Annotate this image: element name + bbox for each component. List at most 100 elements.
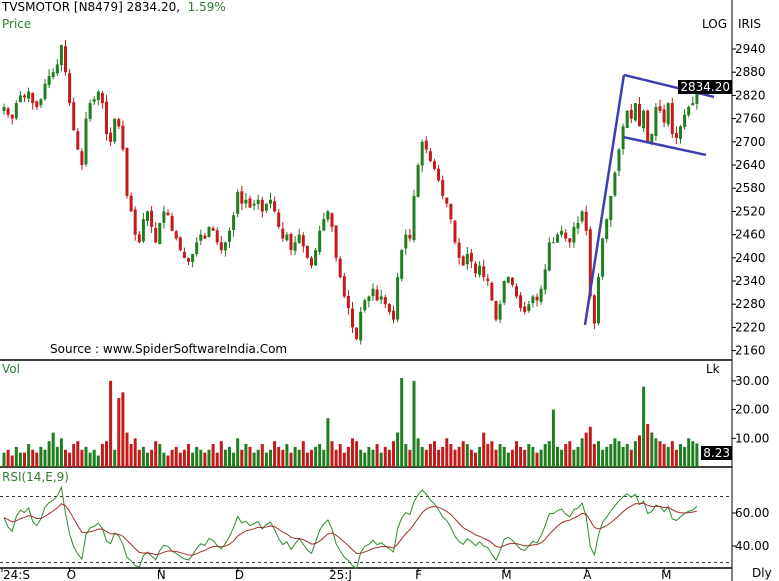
candle-body [285, 234, 289, 241]
candle-body [474, 263, 477, 274]
candle-body [137, 234, 141, 243]
volume-bar [18, 452, 22, 467]
volume-bar [51, 432, 55, 467]
candle-body [96, 91, 100, 101]
price-tick-label: 2160 [735, 344, 766, 358]
volume-bar [543, 444, 547, 467]
volume-bar [244, 444, 248, 467]
candle-body [6, 108, 10, 115]
candle-body [523, 306, 527, 312]
candle-body [498, 304, 502, 320]
x-tick-label: O [67, 568, 76, 581]
candle-body [2, 107, 6, 111]
log-toggle[interactable]: LOG [702, 17, 728, 31]
candle-body [88, 103, 92, 119]
candle-body [633, 103, 637, 121]
volume-bar [506, 452, 510, 467]
x-tick-label: F [415, 568, 422, 581]
candle-body [146, 211, 149, 221]
volume-bar [346, 446, 350, 467]
candle-body [551, 242, 555, 244]
volume-bar [597, 441, 600, 467]
price-tick-label: 2340 [735, 274, 766, 288]
volume-bar [670, 441, 674, 467]
volume-bar [88, 452, 92, 467]
candle-body [424, 140, 428, 150]
volume-bar [6, 449, 10, 467]
rsi-tick-label: 40.00 [735, 539, 769, 553]
candle-body [84, 118, 88, 165]
candle-body [322, 219, 326, 231]
volume-bar [650, 432, 654, 467]
x-tick-label: N [157, 568, 166, 581]
candle-body [543, 269, 547, 290]
volume-bar [601, 449, 605, 467]
candle-body [580, 211, 584, 222]
volume-bar [363, 452, 367, 467]
candle-body [396, 277, 400, 320]
candle-body [646, 110, 650, 142]
volume-bar [125, 432, 129, 467]
volume-bar [674, 449, 678, 467]
volume-bar [174, 446, 178, 467]
volume-bar [141, 446, 145, 467]
volume-bar [23, 452, 26, 467]
candle-body [223, 242, 227, 251]
candle-body [187, 258, 190, 262]
candle-body [564, 232, 568, 239]
candle-body [351, 308, 354, 328]
candle-body [252, 203, 256, 206]
volume-bar [465, 444, 469, 467]
candle-body [35, 101, 39, 107]
volume-bar [420, 446, 424, 467]
price-tick-label: 2940 [735, 42, 766, 56]
volume-bar [80, 449, 84, 467]
volume-bar [47, 441, 51, 467]
candle-body [133, 209, 137, 235]
volume-bar [400, 378, 404, 467]
candle-body [326, 211, 330, 220]
candle-body [592, 295, 596, 324]
candle-body [195, 242, 199, 255]
candle-body [141, 219, 145, 242]
volume-bar [359, 449, 363, 467]
volume-bar [695, 443, 699, 467]
candle-body [560, 230, 564, 235]
candle-body [207, 226, 211, 237]
rsi-panel-label: RSI(14,E,9) [2, 470, 69, 484]
candle-body [506, 277, 510, 283]
price-tick-label: 2400 [735, 251, 766, 265]
period-label[interactable]: Dly [752, 566, 772, 580]
price-tick-label: 2460 [735, 228, 766, 242]
volume-tick-label: 30.00 [735, 374, 769, 388]
candle-body [232, 215, 236, 231]
candle-body [584, 211, 588, 231]
candle-body [305, 245, 309, 258]
candle-body [449, 203, 453, 220]
volume-bar [490, 441, 494, 467]
candle-body [260, 199, 264, 212]
candle-body [219, 242, 223, 251]
volume-bar [621, 446, 625, 467]
volume-last-box: 8.23 [701, 446, 732, 460]
volume-bar [219, 441, 223, 467]
volume-bar [556, 446, 559, 467]
candle-body [334, 225, 338, 258]
candle-body [64, 46, 67, 73]
volume-bar [162, 452, 166, 467]
candle-body [359, 311, 363, 341]
volume-bar [617, 441, 621, 467]
candle-body [367, 296, 371, 302]
x-tick-label: 25:J [329, 568, 352, 581]
candle-body [55, 64, 59, 74]
volume-bar [629, 449, 633, 467]
candle-body [613, 172, 617, 196]
volume-bar [293, 446, 297, 467]
candle-body [158, 223, 162, 245]
candle-body [170, 216, 174, 231]
candle-body [683, 114, 687, 128]
volume-bar [203, 452, 207, 467]
volume-unit: Lk [706, 362, 720, 376]
